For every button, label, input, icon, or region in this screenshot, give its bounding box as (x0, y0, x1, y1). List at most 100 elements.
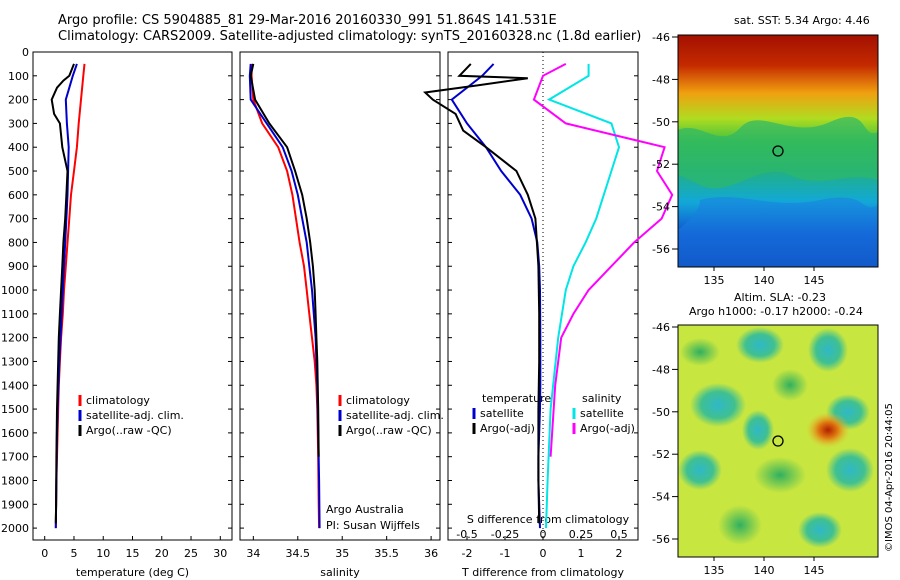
sst-map-frame (677, 34, 879, 268)
x-tick-label: 34.5 (286, 547, 311, 560)
x-tick-label: 1 (578, 547, 585, 560)
s-tick-label: 0.25 (569, 528, 594, 541)
y-tick-label: 500 (8, 165, 29, 178)
y-tick-label: 1400 (1, 379, 29, 392)
figure-title-line2: Climatology: CARS2009. Satellite-adjuste… (58, 29, 642, 44)
map-x-tick-label: 135 (704, 274, 725, 287)
s-tick-label: -0.5 (456, 528, 477, 541)
x-tick-label: 10 (96, 547, 110, 560)
x-tick-label: -2 (462, 547, 473, 560)
y-tick-label: 700 (8, 213, 29, 226)
sla-map-title2: Argo h1000: -0.17 h2000: -0.24 (689, 305, 863, 318)
y-tick-label: 0 (22, 46, 29, 59)
y-tick-label: 1000 (1, 284, 29, 297)
legend-label: satellite-adj. clim. (346, 409, 444, 422)
map-y-tick-label: -56 (652, 533, 670, 546)
map-x-tick-label: 145 (804, 564, 825, 577)
series-line (50, 63, 75, 524)
x-axis-label: salinity (320, 566, 360, 579)
s-tick-label: 0.5 (610, 528, 628, 541)
legend-title-temperature: temperature (482, 392, 551, 405)
salinity-note1: Argo Australia (326, 503, 404, 516)
y-tick-label: 1100 (1, 308, 29, 321)
legend-label: satellite (480, 407, 524, 420)
figure-title-line1: Argo profile: CS 5904885_81 29-Mar-2016 … (58, 13, 557, 28)
x-tick-label: 35.5 (374, 547, 399, 560)
x-tick-label: 15 (126, 547, 140, 560)
x-tick-label: 0 (540, 547, 547, 560)
temperature-panel: 0100200300400500600700800900100011001200… (1, 46, 233, 579)
map-y-tick-label: -54 (652, 201, 670, 214)
imos-stamp: ©IMOS 04-Apr-2016 20:44:05 (884, 403, 895, 552)
map-x-tick-label: 145 (804, 274, 825, 287)
x-tick-label: 34 (246, 547, 260, 560)
map-y-tick-label: -48 (652, 73, 670, 86)
map-y-tick-label: -50 (652, 116, 670, 129)
sst-map-title: sat. SST: 5.34 Argo: 4.46 (734, 14, 870, 27)
legend-label: satellite (580, 407, 624, 420)
y-tick-label: 1200 (1, 332, 29, 345)
sst-map-cold-water (678, 197, 878, 267)
y-tick-label: 1700 (1, 451, 29, 464)
x-tick-label: 36 (424, 547, 438, 560)
salinity-note2: PI: Susan Wijffels (326, 519, 420, 532)
y-tick-label: 1300 (1, 355, 29, 368)
map-axis-ticks: -46 -48 -50 -52 -54 -56 135 140 145 -46 -48 -50 -52 -… (652, 31, 824, 577)
y-tick-label: 1600 (1, 427, 29, 440)
map-y-tick-label: -52 (652, 158, 670, 171)
x-tick-label: 0 (41, 547, 48, 560)
legend-label: climatology (86, 394, 150, 407)
map-y-tick-label: -48 (652, 363, 670, 376)
legend-label: climatology (346, 394, 410, 407)
y-tick-label: 800 (8, 236, 29, 249)
map-y-tick-label: -50 (652, 406, 670, 419)
legend-label: Argo(-adj) (580, 422, 635, 435)
salinity-panel: 34 34.5 35 35.5 36 salinity climatology satelli… (239, 51, 444, 579)
plot-frame (32, 51, 233, 541)
x-tick-label: 25 (184, 547, 198, 560)
sla-map-title1: Altim. SLA: -0.23 (734, 291, 826, 304)
series-line (422, 63, 541, 524)
x-axis-label: T difference from climatology (461, 566, 624, 579)
y-tick-label: 1800 (1, 474, 29, 487)
map-x-tick-label: 140 (754, 564, 775, 577)
x-tick-label: 35 (335, 547, 349, 560)
s-tick-label: -0.25 (491, 528, 519, 541)
sla-map: Altim. SLA: -0.23 Argo h1000: -0.17 h200… (677, 291, 879, 558)
map-x-tick-label: 135 (704, 564, 725, 577)
x-tick-label: 20 (155, 547, 169, 560)
map-y-tick-label: -54 (652, 491, 670, 504)
sst-map-front (677, 116, 878, 189)
y-tick-label: 300 (8, 117, 29, 130)
y-tick-label: 100 (8, 70, 29, 83)
s-tick-label: 0 (540, 528, 547, 541)
y-tick-label: 200 (8, 94, 29, 107)
x-axis-label: temperature (deg C) (76, 566, 189, 579)
sla-map-frame (677, 324, 879, 558)
y-tick-label: 600 (8, 189, 29, 202)
sst-float-marker (772, 145, 784, 157)
legend-label: Argo(..raw -QC) (346, 424, 432, 437)
difference-panel: -2 -1 0 1 2 T difference from climatology -0.5… (422, 51, 674, 579)
legend-title-salinity: salinity (582, 392, 622, 405)
x-tick-label: 2 (616, 547, 623, 560)
y-tick-label: 1500 (1, 403, 29, 416)
series-line (545, 63, 621, 529)
legend-label: Argo(-adj) (480, 422, 535, 435)
map-x-tick-label: 140 (754, 274, 775, 287)
s-axis-label: S difference from climatology (467, 513, 630, 526)
sst-map: sat. SST: 5.34 Argo: 4.46 (677, 14, 879, 268)
map-y-tick-label: -46 (652, 31, 670, 44)
y-tick-label: 900 (8, 260, 29, 273)
x-tick-label: -1 (500, 547, 511, 560)
map-y-tick-label: -46 (652, 321, 670, 334)
y-tick-label: 1900 (1, 498, 29, 511)
legend-label: satellite-adj. clim. (86, 409, 184, 422)
x-tick-label: 30 (213, 547, 227, 560)
x-tick-label: 5 (70, 547, 77, 560)
series-line (249, 63, 320, 457)
y-tick-label: 2000 (1, 522, 29, 535)
map-y-tick-label: -52 (652, 448, 670, 461)
sla-float-marker (772, 435, 784, 447)
